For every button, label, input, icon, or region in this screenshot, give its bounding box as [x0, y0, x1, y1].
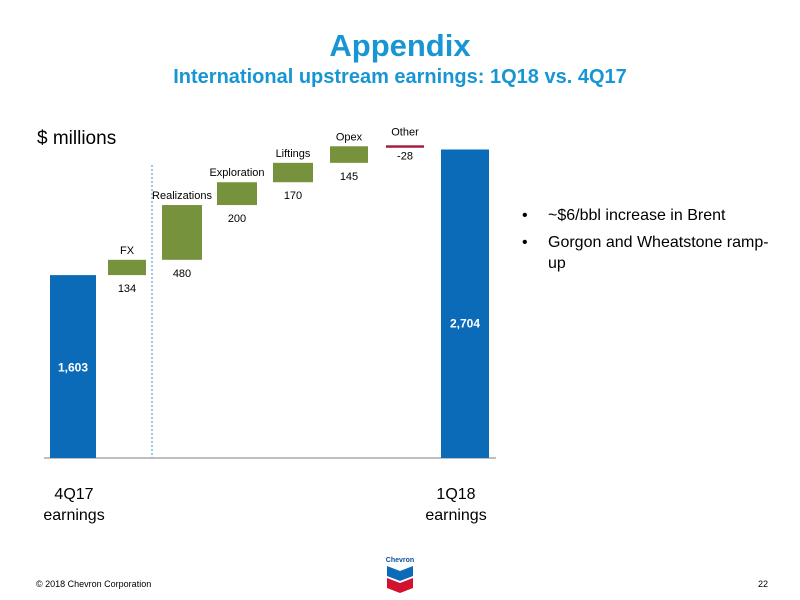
- data-label-realizations: 480: [173, 268, 191, 280]
- data-label-opex: 145: [340, 171, 358, 183]
- category-label-line: 1Q18: [436, 486, 476, 503]
- bar-liftings: [273, 162, 313, 183]
- category-label-fx: FX: [120, 245, 135, 257]
- bar-realizations: [162, 205, 202, 260]
- bullet-text: ~$6/bbl increase in Brent: [548, 207, 726, 224]
- category-label-exploration: Exploration: [209, 167, 264, 179]
- bar-other: [386, 145, 424, 148]
- bullet-item: • ~$6/bbl increase in Brent: [518, 205, 778, 226]
- bullet-item: • Gorgon and Wheatstone ramp-up: [518, 232, 778, 274]
- bar-exploration: [217, 182, 257, 206]
- bar-fx: [108, 259, 146, 276]
- bar-opex: [330, 146, 368, 163]
- bullet-dot-icon: •: [522, 234, 528, 251]
- data-label-liftings: 170: [284, 190, 302, 202]
- data-label-fx: 134: [118, 283, 136, 295]
- bullet-text: Gorgon and Wheatstone ramp-up: [548, 234, 769, 272]
- category-label-line: earnings: [43, 507, 105, 524]
- category-label-end: 1Q18 earnings: [401, 484, 511, 526]
- page-subtitle: International upstream earnings: 1Q18 vs…: [173, 66, 627, 88]
- category-label-line: 4Q17: [54, 486, 94, 503]
- bullet-dot-icon: •: [522, 207, 528, 224]
- bar-end: [441, 149, 489, 458]
- logo-wordmark: Chevron: [386, 557, 414, 564]
- chevron-logo-icon: Chevron: [386, 557, 414, 593]
- bar-start: [50, 275, 96, 458]
- unit-label: $ millions: [37, 128, 117, 149]
- data-label-end: 2,704: [450, 316, 480, 330]
- data-label-other: -28: [397, 150, 413, 162]
- page-title: Appendix: [329, 28, 471, 63]
- category-label-liftings: Liftings: [276, 148, 311, 160]
- data-label-start: 1,603: [58, 361, 88, 375]
- bullet-list: • ~$6/bbl increase in Brent • Gorgon and W…: [518, 205, 778, 280]
- copyright-text: © 2018 Chevron Corporation: [36, 579, 152, 589]
- category-label-line: earnings: [425, 507, 487, 524]
- category-label-opex: Opex: [336, 131, 363, 143]
- category-label-other: Other: [391, 126, 419, 138]
- page-number: 22: [757, 579, 768, 589]
- category-label-realizations: Realizations: [152, 190, 212, 202]
- data-label-exploration: 200: [228, 213, 246, 225]
- category-label-start: 4Q17 earnings: [19, 484, 129, 526]
